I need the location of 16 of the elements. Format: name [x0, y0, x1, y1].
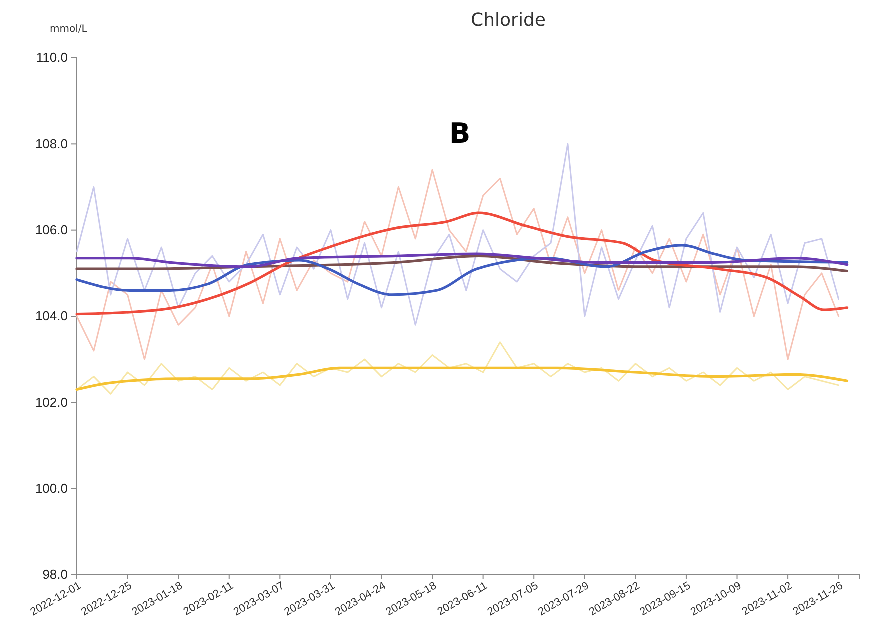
- y-axis-title: mmol/L: [50, 24, 88, 35]
- line-series: [76, 212, 849, 316]
- line-series: [76, 252, 849, 268]
- y-tick-label: 104.0: [35, 308, 68, 324]
- annotation: B: [449, 117, 471, 150]
- chart-title: Chloride: [471, 10, 546, 31]
- y-tick-label: 98.0: [42, 567, 68, 582]
- line-series: [76, 143, 840, 326]
- y-tick-label: 110.0: [36, 50, 68, 66]
- line-series: [76, 342, 840, 395]
- y-tick-label: 108.0: [35, 136, 68, 152]
- line-series: [76, 169, 840, 360]
- y-tick-label: 106.0: [35, 222, 68, 238]
- y-tick-label: 102.0: [35, 394, 68, 410]
- line-series: [76, 366, 849, 392]
- y-tick-label: 100.0: [35, 480, 68, 496]
